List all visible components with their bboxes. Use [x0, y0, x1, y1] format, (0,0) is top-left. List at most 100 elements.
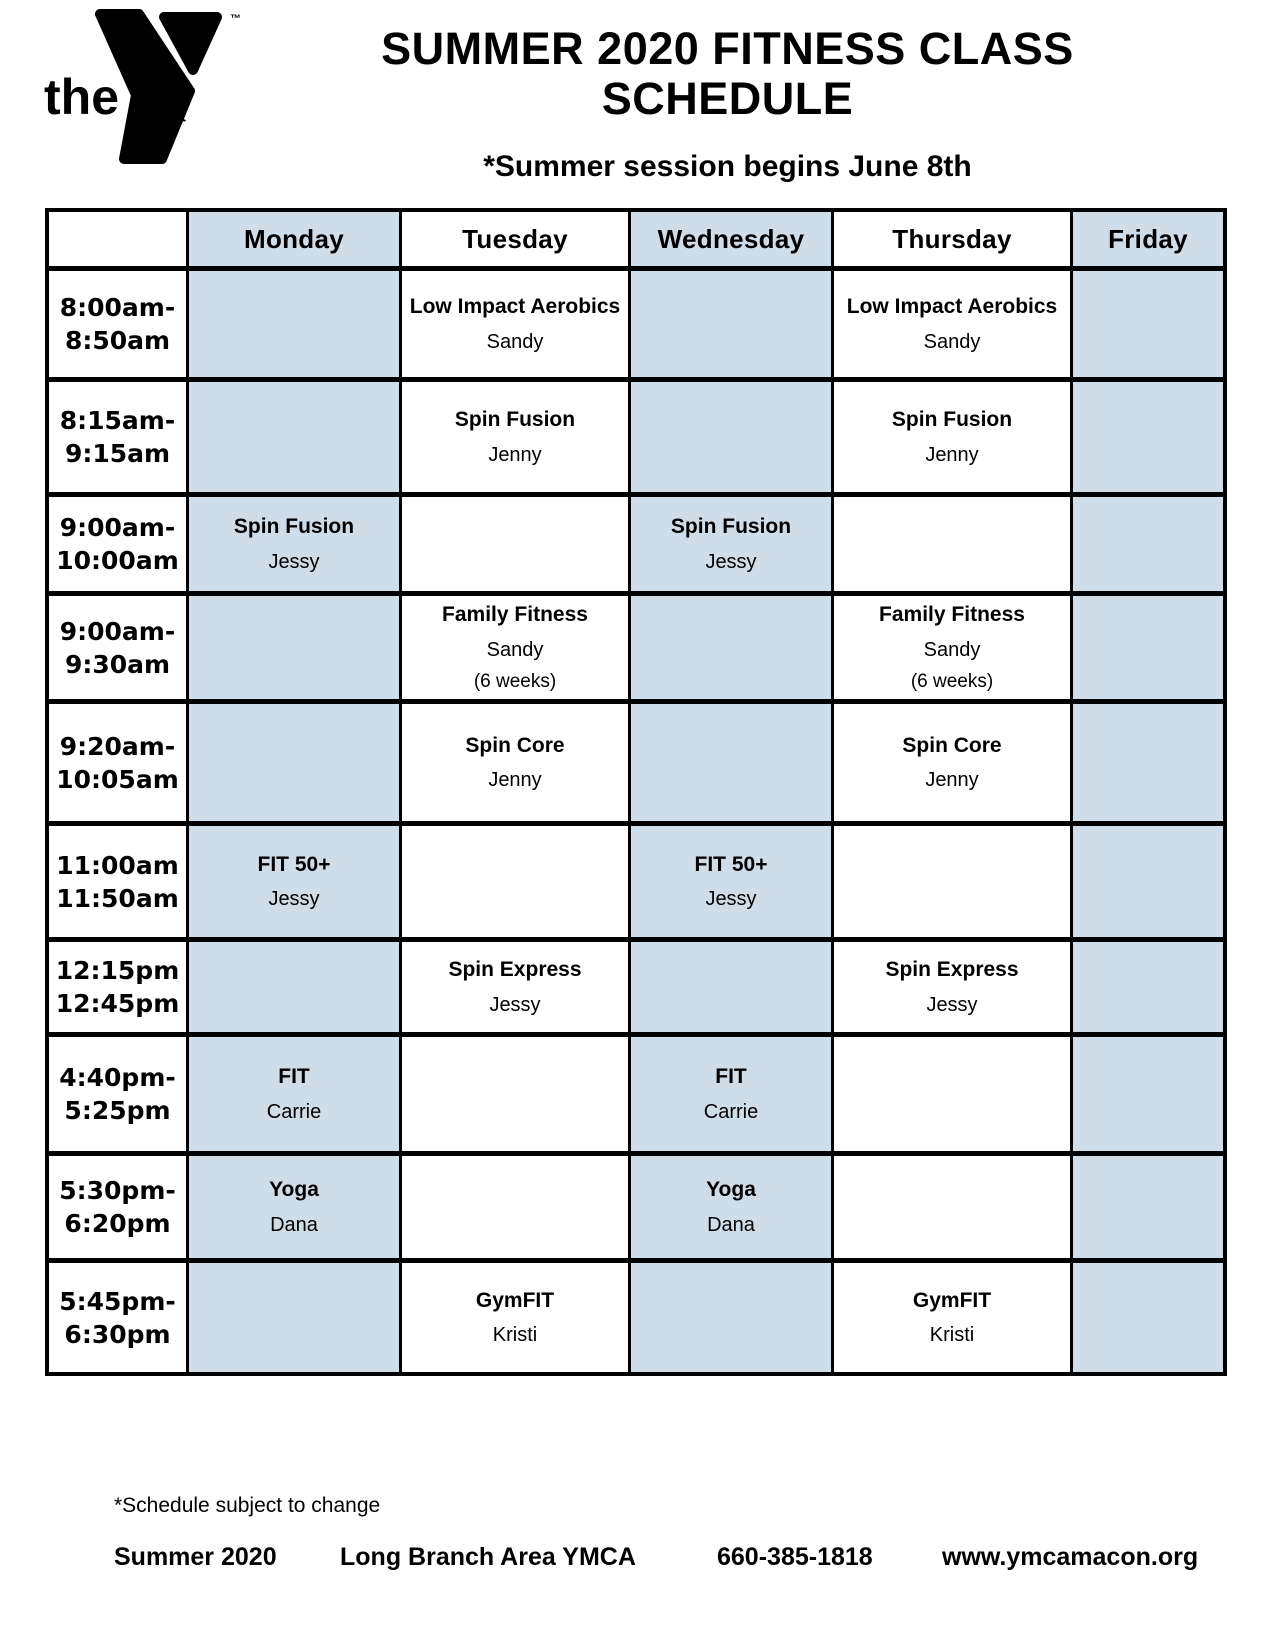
instructor-name: Jessy — [268, 888, 320, 911]
empty-cell — [834, 497, 1070, 591]
class-cell: Family Fitness Sandy (6 weeks) — [402, 596, 628, 699]
empty-cell — [631, 942, 831, 1032]
instructor-name: Jessy — [705, 550, 757, 573]
class-cell: Yoga Dana — [189, 1156, 399, 1258]
class-cell: Spin Fusion Jenny — [834, 382, 1070, 492]
empty-cell — [1073, 1263, 1223, 1372]
time-cell: 8:15am- 9:15am — [49, 382, 186, 492]
empty-cell — [1073, 596, 1223, 699]
instructor-name: Carrie — [703, 1100, 759, 1123]
time-start: 11:00am — [56, 850, 179, 880]
empty-cell — [834, 1156, 1070, 1258]
time-end: 10:00am — [56, 546, 179, 575]
time-cell: 4:40pm- 5:25pm — [49, 1037, 186, 1151]
time-start: 8:15am- — [59, 406, 176, 435]
class-name: FIT — [278, 1065, 310, 1089]
instructor-name: Jenny — [488, 769, 542, 792]
schedule-disclaimer: *Schedule subject to change — [114, 1494, 381, 1517]
empty-cell — [834, 1037, 1070, 1151]
empty-cell — [189, 271, 399, 377]
time-end: 6:30pm — [64, 1319, 171, 1349]
day-header-thursday: Thursday — [834, 212, 1070, 266]
time-end: 5:25pm — [64, 1096, 171, 1125]
empty-cell — [631, 382, 831, 492]
empty-cell — [402, 826, 628, 937]
time-cell: 5:45pm- 6:30pm — [49, 1263, 186, 1372]
empty-cell — [402, 1037, 628, 1151]
time-cell: 12:15pm 12:45pm — [49, 942, 186, 1032]
empty-cell — [631, 704, 831, 821]
class-name: Spin Fusion — [670, 515, 792, 539]
class-name: Spin Core — [465, 733, 565, 757]
class-cell: FIT Carrie — [631, 1037, 831, 1151]
time-end: 9:15am — [64, 439, 171, 468]
instructor-name: Sandy — [923, 638, 981, 661]
time-cell: 5:30pm- 6:20pm — [49, 1156, 186, 1258]
time-end: 8:50am — [64, 326, 171, 355]
y-left-band-shape — [95, 9, 195, 164]
instructor-name: Kristi — [492, 1324, 538, 1347]
time-end: 11:50am — [56, 883, 179, 913]
class-name: GymFIT — [912, 1288, 992, 1312]
empty-cell — [1073, 271, 1223, 377]
time-end: 10:05am — [56, 764, 179, 794]
time-start: 12:15pm — [55, 956, 180, 985]
class-cell: Spin Fusion Jenny — [402, 382, 628, 492]
empty-cell — [189, 942, 399, 1032]
time-end: 12:45pm — [55, 989, 180, 1018]
class-cell: Low Impact Aerobics Sandy — [834, 271, 1070, 377]
empty-cell — [834, 826, 1070, 937]
time-end: 6:20pm — [64, 1209, 171, 1238]
empty-cell — [1073, 382, 1223, 492]
empty-cell — [1073, 1037, 1223, 1151]
logo-the-text: the — [44, 69, 119, 125]
class-name: Spin Fusion — [891, 408, 1013, 432]
class-cell: Low Impact Aerobics Sandy — [402, 271, 628, 377]
time-cell: 8:00am- 8:50am — [49, 271, 186, 377]
class-cell: GymFIT Kristi — [402, 1263, 628, 1372]
instructor-name: Jenny — [488, 443, 542, 466]
class-cell: GymFIT Kristi — [834, 1263, 1070, 1372]
class-name: GymFIT — [475, 1288, 555, 1312]
time-cell: 9:00am- 9:30am — [49, 596, 186, 699]
instructor-name: Jessy — [705, 888, 757, 911]
empty-cell — [631, 1263, 831, 1372]
class-name: FIT 50+ — [257, 852, 331, 876]
class-name: Spin Fusion — [233, 515, 355, 539]
class-cell: Spin Fusion Jessy — [189, 497, 399, 591]
instructor-name: Carrie — [266, 1100, 322, 1123]
instructor-name: Jenny — [925, 769, 979, 792]
class-cell: Family Fitness Sandy (6 weeks) — [834, 596, 1070, 699]
class-name: Spin Express — [885, 958, 1019, 982]
instructor-name: Sandy — [486, 330, 544, 353]
class-cell: Spin Express Jessy — [402, 942, 628, 1032]
empty-cell — [1073, 826, 1223, 937]
class-cell: Spin Core Jenny — [834, 704, 1070, 821]
instructor-name: Jessy — [926, 993, 978, 1016]
class-cell: Yoga Dana — [631, 1156, 831, 1258]
class-note: (6 weeks) — [473, 670, 557, 692]
day-header-friday: Friday — [1073, 212, 1223, 266]
class-name: Spin Fusion — [454, 408, 576, 432]
class-name: Yoga — [269, 1178, 319, 1202]
ymca-logo: the YMCA ™ — [44, 4, 254, 174]
time-cell: 9:20am- 10:05am — [49, 704, 186, 821]
class-name: Spin Express — [448, 958, 582, 982]
class-name: FIT 50+ — [694, 852, 768, 876]
class-name: Family Fitness — [442, 603, 588, 627]
instructor-name: Kristi — [929, 1324, 975, 1347]
schedule-table: Monday Tuesday Wednesday Thursday Friday… — [45, 208, 1227, 1376]
time-cell: 11:00am 11:50am — [49, 826, 186, 937]
page-header: SUMMER 2020 FITNESS CLASS SCHEDULE *Summ… — [255, 24, 1200, 184]
class-name: Spin Core — [902, 733, 1002, 757]
empty-cell — [1073, 497, 1223, 591]
class-cell: FIT 50+ Jessy — [631, 826, 831, 937]
class-name: Yoga — [706, 1178, 756, 1202]
empty-cell — [402, 1156, 628, 1258]
class-name: Low Impact Aerobics — [409, 295, 621, 319]
empty-cell — [189, 1263, 399, 1372]
class-name: FIT — [715, 1065, 747, 1089]
footer-season: Summer 2020 — [114, 1543, 277, 1571]
trademark-symbol: ™ — [230, 13, 241, 25]
empty-cell — [189, 382, 399, 492]
